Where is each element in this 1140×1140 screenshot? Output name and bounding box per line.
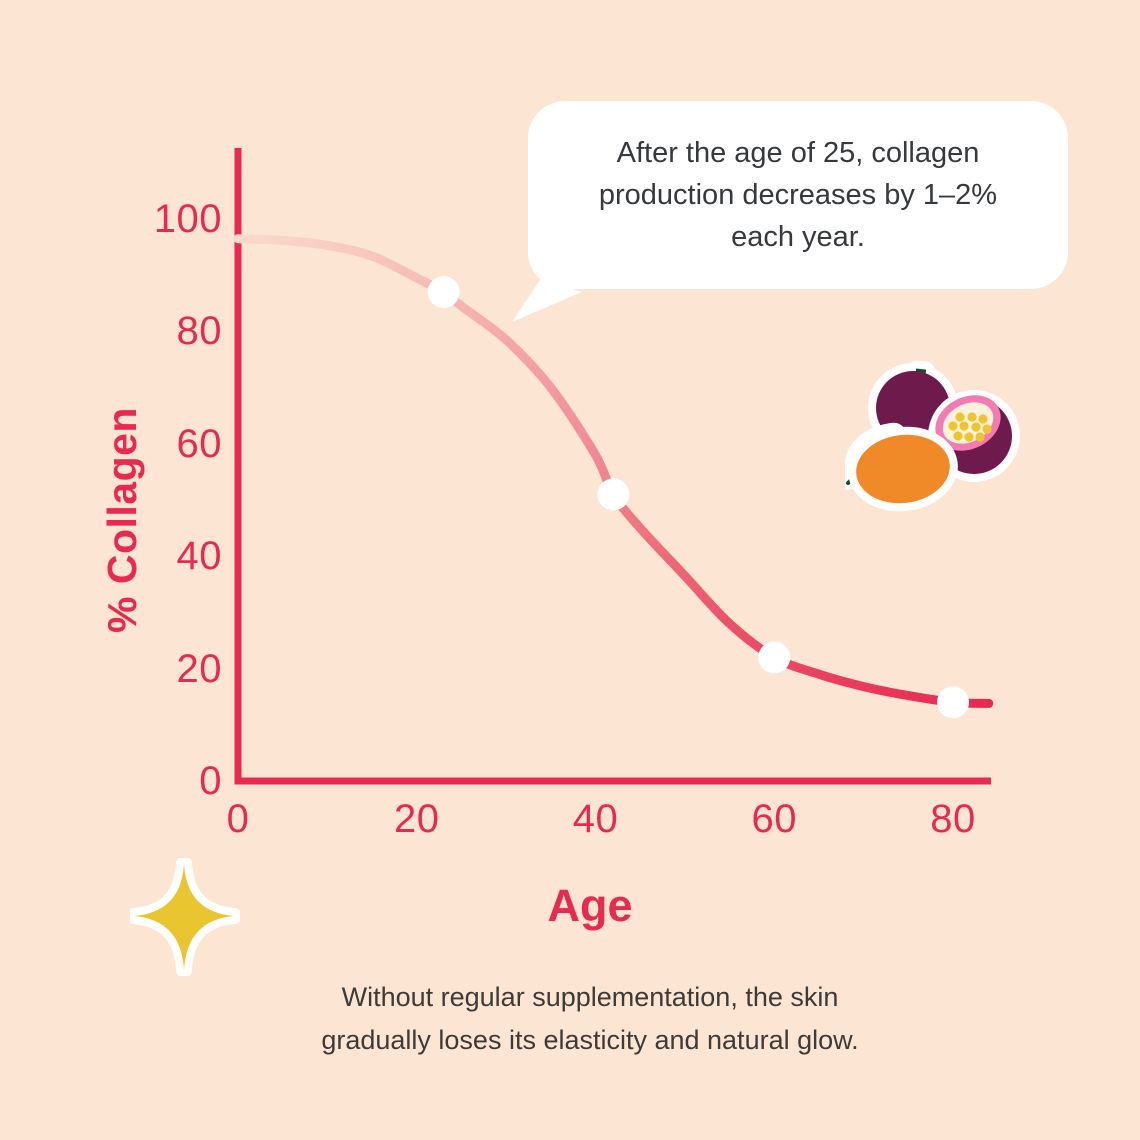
- speech-bubble-tail-icon: [512, 280, 582, 322]
- passionfruit-mango-sticker-icon: [845, 360, 1020, 512]
- y-axis-title: % Collagen: [99, 407, 145, 633]
- y-axis-tick-label: 40: [176, 534, 222, 579]
- mango-icon: [848, 426, 958, 512]
- x-axis-tick-label: 40: [572, 797, 619, 841]
- data-point-marker: [937, 686, 969, 719]
- y-axis-tick-label: 20: [176, 646, 222, 691]
- x-axis-tick-label: 60: [751, 797, 797, 841]
- x-axis-tick-label: 20: [394, 797, 440, 841]
- chart-axes: [234, 148, 991, 785]
- footer-caption: Without regular supplementation, the ski…: [321, 982, 859, 1056]
- speech-bubble-text: After the age of 25, collagen production…: [598, 136, 998, 254]
- x-axis-tick-label: 0: [226, 797, 250, 841]
- collagen-curve: [233, 234, 994, 708]
- y-axis-tick-label: 60: [176, 421, 222, 466]
- passion-fruit-half-icon: [928, 390, 1020, 482]
- passion-fruit-seeds-icon: [948, 412, 992, 442]
- data-point-marker: [758, 641, 791, 674]
- data-point-marker: [597, 478, 630, 511]
- sparkle-star-icon: [130, 858, 240, 976]
- y-axis-tick-label: 80: [176, 309, 222, 354]
- y-axis-tick-label: 0: [199, 759, 222, 803]
- x-axis-tick-label: 80: [930, 797, 976, 841]
- x-axis-title: Age: [547, 880, 633, 931]
- speech-bubble: After the age of 25, collagen production…: [528, 101, 1068, 289]
- y-axis-tick-label: 100: [153, 197, 222, 241]
- data-point-marker: [427, 276, 460, 309]
